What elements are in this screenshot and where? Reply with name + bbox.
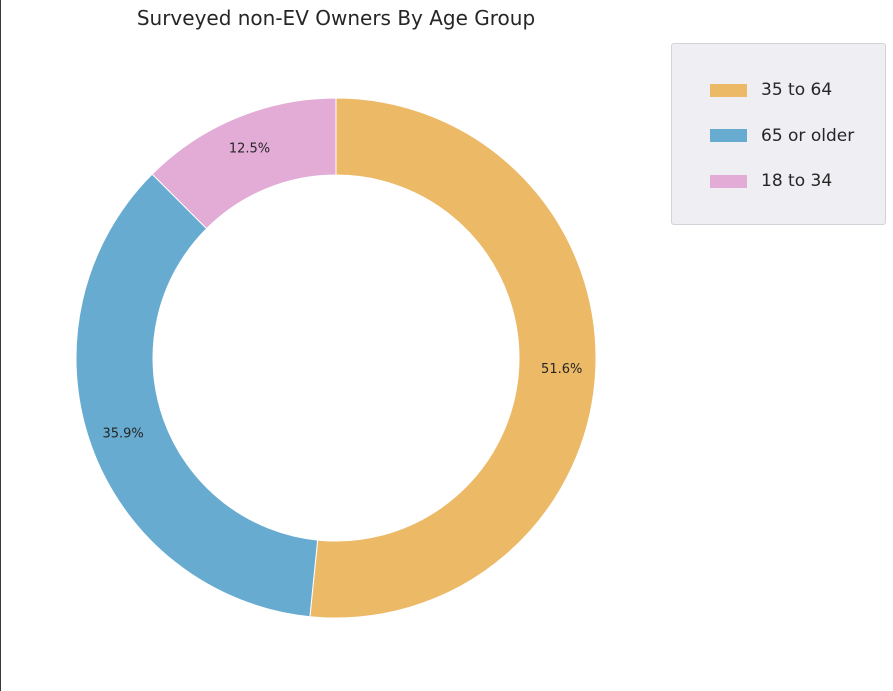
- donut-slices: [75, 97, 597, 619]
- donut-slice-65-or-older: [75, 173, 319, 618]
- slice-label-65-or-older: 35.9%: [102, 426, 143, 441]
- slice-label-35-to-64: 51.6%: [541, 362, 582, 377]
- donut-slice-35-to-64: [309, 97, 597, 619]
- legend-label: 65 or older: [761, 125, 855, 146]
- donut-chart: 51.6% 35.9% 12.5%: [75, 97, 597, 619]
- chart-title: Surveyed non-EV Owners By Age Group: [136, 6, 536, 30]
- legend-item-35-to-64: 35 to 64: [672, 79, 885, 101]
- chart-legend: 35 to 64 65 or older 18 to 34: [671, 43, 886, 225]
- slice-label-18-to-34: 12.5%: [229, 142, 270, 157]
- legend-swatch: [710, 129, 747, 142]
- legend-swatch: [710, 174, 747, 188]
- donut-slice-18-to-34: [151, 97, 337, 230]
- legend-swatch: [710, 83, 747, 97]
- legend-item-18-to-34: 18 to 34: [672, 170, 885, 192]
- legend-item-65-or-older: 65 or older: [672, 125, 885, 147]
- legend-label: 18 to 34: [761, 171, 833, 191]
- legend-label: 35 to 64: [761, 80, 833, 100]
- slice-labels: 51.6% 35.9% 12.5%: [102, 142, 582, 442]
